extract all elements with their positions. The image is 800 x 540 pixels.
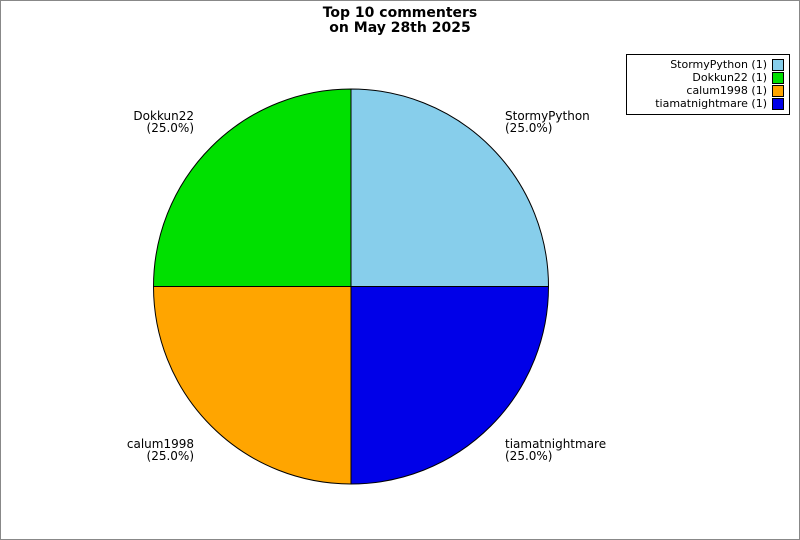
legend-swatch (772, 72, 784, 84)
chart-title-line1: Top 10 commenters (322, 5, 478, 21)
slice-label-name: Dokkun22 (133, 109, 194, 123)
chart-title: Top 10 commenters on May 28th 2025 (1, 6, 799, 36)
slice-label-dokkun22: Dokkun22 (25.0%) (133, 110, 194, 134)
pie-slice-StormyPython (350, 88, 550, 287)
legend-row: calum1998 (1) (631, 85, 784, 97)
legend-swatch (772, 59, 784, 71)
legend-label: calum1998 (1) (686, 84, 767, 97)
legend-swatch (772, 85, 784, 97)
legend-swatch (772, 98, 784, 110)
slice-label-name: calum1998 (126, 437, 194, 451)
pie-slice-tiamatnightmare (350, 286, 550, 485)
legend-label: tiamatnightmare (1) (655, 97, 767, 110)
legend: StormyPython (1) Dokkun22 (1) calum1998 … (626, 54, 790, 115)
slice-label-pct: (25.0%) (146, 449, 194, 463)
legend-row: StormyPython (1) (631, 59, 784, 71)
slice-label-pct: (25.0%) (505, 449, 553, 463)
slice-label-name: tiamatnightmare (505, 437, 607, 451)
slice-label-pct: (25.0%) (505, 121, 553, 135)
chart-title-line2: on May 28th 2025 (329, 20, 471, 36)
pie-slice-calum1998 (152, 286, 352, 485)
slice-label-stormypython: StormyPython (25.0%) (505, 110, 590, 134)
legend-row: Dokkun22 (1) (631, 72, 784, 84)
slice-label-calum1998: calum1998 (25.0%) (127, 438, 194, 462)
slice-label-tiamatnightmare: tiamatnightmare (25.0%) (505, 438, 606, 462)
legend-row: tiamatnightmare (1) (631, 98, 784, 110)
slice-label-name: StormyPython (505, 109, 590, 123)
pie-slice-Dokkun22 (152, 88, 352, 287)
legend-label: StormyPython (1) (670, 58, 767, 71)
legend-label: Dokkun22 (1) (692, 71, 767, 84)
slice-label-pct: (25.0%) (146, 121, 194, 135)
